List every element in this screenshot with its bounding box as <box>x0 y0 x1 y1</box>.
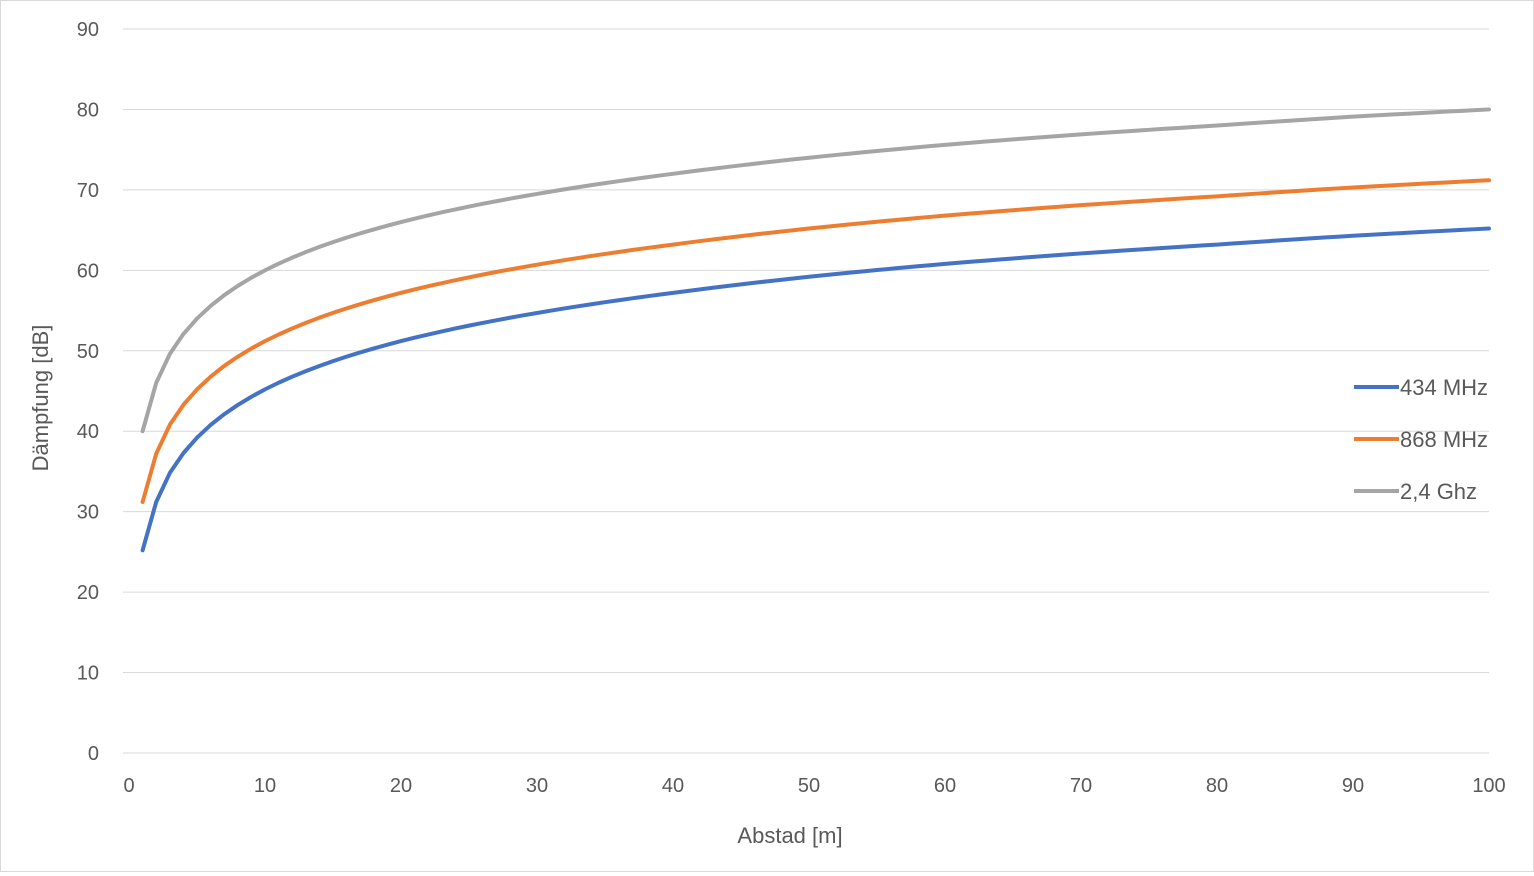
series-line-0 <box>140 226 1491 553</box>
y-tick-label: 10 <box>77 663 99 685</box>
legend-label: 434 MHz <box>1400 375 1488 400</box>
series-line-2 <box>140 107 1491 434</box>
y-tick-label: 70 <box>77 180 99 202</box>
y-tick-label: 80 <box>77 99 99 121</box>
y-tick-label: 60 <box>77 260 99 282</box>
x-tick-label: 90 <box>1342 775 1364 797</box>
series-line-1 <box>140 178 1491 505</box>
x-axis-title: Abstad [m] <box>737 823 842 848</box>
y-axis-ticks: 0 10 20 30 40 50 60 70 80 90 <box>77 19 99 765</box>
y-tick-label: 0 <box>88 743 99 765</box>
y-axis-title: Dämpfung [dB] <box>28 325 53 472</box>
y-tick-label: 50 <box>77 341 99 363</box>
legend: 434 MHz 868 MHz 2,4 Ghz <box>1354 375 1488 504</box>
y-tick-label: 90 <box>77 19 99 41</box>
x-tick-label: 20 <box>390 775 412 797</box>
y-tick-label: 20 <box>77 582 99 604</box>
legend-label: 2,4 Ghz <box>1400 479 1477 504</box>
x-tick-label: 10 <box>254 775 276 797</box>
x-tick-label: 40 <box>662 775 684 797</box>
x-tick-label: 50 <box>798 775 820 797</box>
series-lines <box>140 107 1491 553</box>
y-tick-label: 30 <box>77 502 99 524</box>
x-tick-label: 30 <box>526 775 548 797</box>
x-tick-label: 60 <box>934 775 956 797</box>
x-tick-label: 70 <box>1070 775 1092 797</box>
y-tick-label: 40 <box>77 421 99 443</box>
x-axis-ticks: 0 10 20 30 40 50 60 70 80 90 100 <box>123 775 1505 797</box>
legend-label: 868 MHz <box>1400 427 1488 452</box>
x-tick-label: 0 <box>123 775 134 797</box>
gridlines <box>123 28 1489 754</box>
x-tick-label: 100 <box>1472 775 1505 797</box>
x-tick-label: 80 <box>1206 775 1228 797</box>
